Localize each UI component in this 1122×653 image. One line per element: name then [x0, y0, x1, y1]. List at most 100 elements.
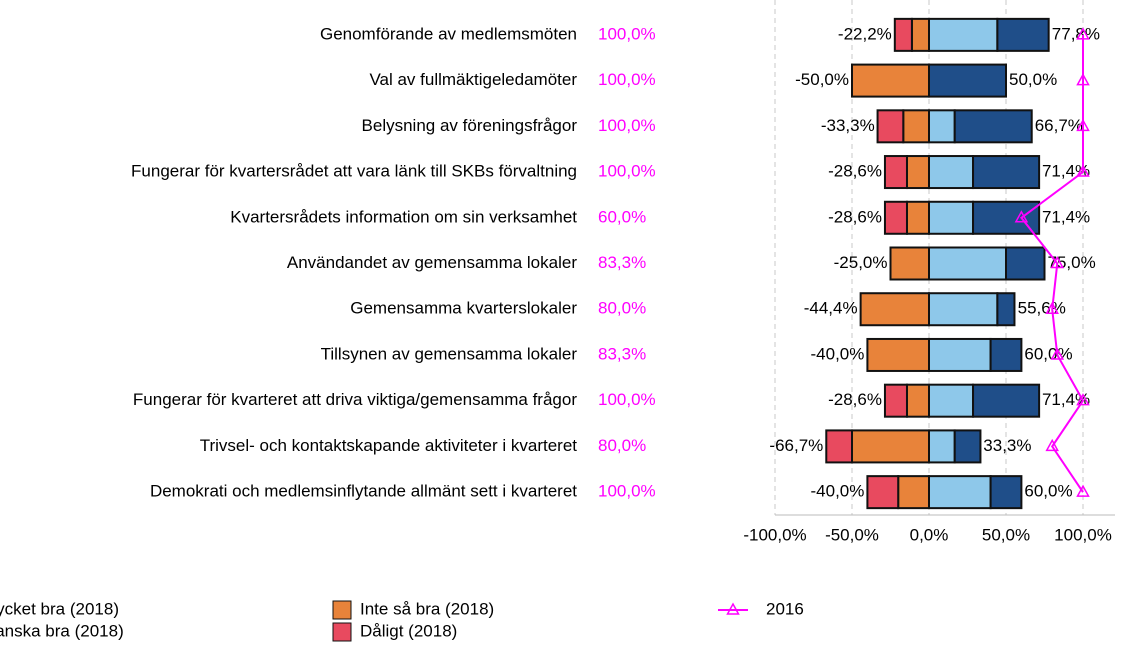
negative-total-label: -44,4% — [804, 299, 858, 318]
bar-segment — [972, 155, 1041, 190]
bar-segment — [866, 337, 931, 372]
line-2016 — [1019, 34, 1085, 493]
line-value-label: 83,3% — [598, 253, 646, 272]
legend-label: 2016 — [766, 599, 804, 618]
positive-total-label: 60,0% — [1024, 344, 1072, 363]
bar-segment — [883, 200, 908, 235]
x-tick-label: 0,0% — [910, 525, 949, 544]
legend-label: Ganska bra (2018) — [0, 621, 124, 640]
line-marker — [1045, 301, 1059, 314]
bar-segment — [851, 429, 930, 464]
line-value-label: 100,0% — [598, 24, 656, 43]
positive-total-label: 50,0% — [1009, 70, 1057, 89]
positive-total-label: 71,4% — [1042, 207, 1090, 226]
legend-swatch — [332, 622, 352, 642]
bar-segment — [989, 337, 1023, 372]
bar-segment — [996, 17, 1050, 52]
line-value-label: 80,0% — [598, 299, 646, 318]
bar-segment — [1005, 246, 1046, 281]
line-marker — [1076, 164, 1090, 177]
legend-marker — [726, 602, 740, 615]
bar-segment — [928, 292, 999, 327]
line-value-label: 100,0% — [598, 390, 656, 409]
line-marker — [1014, 210, 1029, 223]
negative-total-label: -50,0% — [795, 70, 849, 89]
negative-total-label: -33,3% — [821, 116, 875, 135]
bar-segment — [928, 109, 956, 144]
line-value-label: 100,0% — [598, 70, 656, 89]
negative-total-label: -40,0% — [811, 344, 865, 363]
x-tick-label: 100,0% — [1054, 525, 1112, 544]
bar-segment — [928, 63, 1007, 98]
category-label: Val av fullmäktigeledamöter — [369, 70, 577, 89]
legend-label: Dåligt (2018) — [360, 621, 457, 640]
bar-segment — [883, 383, 908, 418]
category-label: Trivsel- och kontaktskapande aktiviteter… — [200, 436, 578, 455]
bar-segment — [928, 200, 975, 235]
x-tick-label: -50,0% — [825, 525, 879, 544]
bar-segment — [866, 475, 900, 510]
bar-segment — [905, 383, 931, 418]
bar-segment — [928, 17, 999, 52]
line-marker — [1045, 438, 1059, 452]
bar-segment — [825, 429, 853, 464]
line-marker — [1050, 255, 1065, 269]
bar-segment — [972, 200, 1041, 235]
line-marker — [1076, 484, 1090, 497]
x-tick-label: -100,0% — [743, 525, 806, 544]
negative-total-label: -66,7% — [769, 436, 823, 455]
bar-segment — [928, 246, 1007, 281]
legend-swatch — [332, 600, 352, 620]
negative-total-label: -28,6% — [828, 207, 882, 226]
legend-label: Inte så bra (2018) — [360, 599, 494, 618]
negative-total-label: -28,6% — [828, 390, 882, 409]
positive-total-label: 55,6% — [1018, 299, 1066, 318]
positive-total-label: 66,7% — [1035, 116, 1083, 135]
line-value-label: 100,0% — [598, 162, 656, 181]
bar-segment — [859, 292, 931, 327]
bar-segment — [953, 429, 982, 464]
bar-segment — [996, 292, 1016, 327]
negative-total-label: -40,0% — [811, 482, 865, 501]
bar-segment — [893, 17, 913, 52]
bar-segment — [989, 475, 1023, 510]
x-tick-label: 50,0% — [982, 525, 1030, 544]
line-value-label: 60,0% — [598, 207, 646, 226]
category-label: Belysning av föreningsfrågor — [362, 116, 578, 135]
negative-total-label: -25,0% — [834, 253, 888, 272]
bar-segment — [928, 475, 992, 510]
bar-segment — [972, 383, 1041, 418]
bar-segment — [953, 109, 1033, 144]
bar-segment — [910, 17, 931, 52]
category-label: Fungerar för kvarteret att driva viktiga… — [133, 390, 577, 409]
negative-total-label: -28,6% — [828, 162, 882, 181]
bar-segment — [902, 109, 930, 144]
bar-segment — [928, 337, 992, 372]
positive-total-label: 77,8% — [1052, 24, 1100, 43]
line-marker — [1050, 347, 1065, 360]
line-marker — [1076, 73, 1090, 86]
bar-segment — [889, 246, 930, 281]
line-value-label: 100,0% — [598, 116, 656, 135]
bar-segment — [883, 155, 908, 190]
legend-label: Mycket bra (2018) — [0, 599, 119, 618]
line-value-label: 100,0% — [598, 482, 656, 501]
bar-segment — [905, 155, 931, 190]
category-label: Tillsynen av gemensamma lokaler — [321, 344, 578, 363]
bar-segment — [928, 383, 975, 418]
category-label: Fungerar för kvartersrådet att vara länk… — [131, 162, 577, 181]
bar-segment — [851, 63, 930, 98]
positive-total-label: 33,3% — [983, 436, 1031, 455]
category-label: Kvartersrådets information om sin verksa… — [230, 207, 577, 226]
bar-segment — [897, 475, 931, 510]
bar-segment — [928, 155, 975, 190]
category-label: Genomförande av medlemsmöten — [320, 24, 577, 43]
category-label: Demokrati och medlemsinflytande allmänt … — [150, 482, 577, 501]
bar-segment — [876, 109, 905, 144]
category-label: Gemensamma kvarterslokaler — [350, 299, 577, 318]
category-label: Användandet av gemensamma lokaler — [287, 253, 577, 272]
line-value-label: 83,3% — [598, 344, 646, 363]
bar-segment — [928, 429, 956, 464]
bar-segment — [905, 200, 931, 235]
line-marker — [1076, 393, 1090, 406]
